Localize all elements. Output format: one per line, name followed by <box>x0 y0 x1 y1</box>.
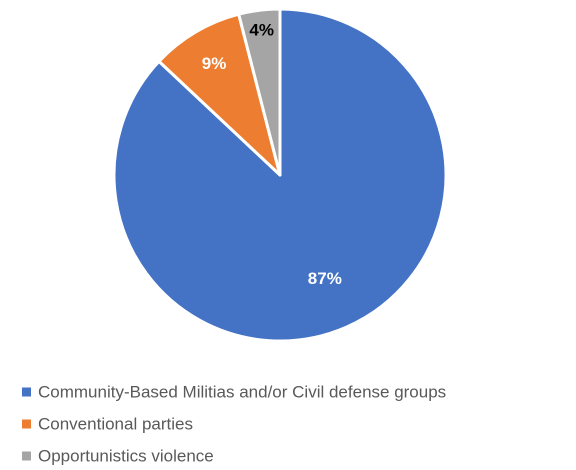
legend-swatch-2 <box>22 419 31 429</box>
legend-swatch-3 <box>22 451 31 461</box>
pie-slices <box>112 7 448 343</box>
legend-label-3: Opportunistics violence <box>38 447 214 466</box>
data-label-1: 87% <box>308 269 342 288</box>
legend-label-1: Community-Based Militias and/or Civil de… <box>38 383 446 402</box>
pie-slice-2 <box>157 12 282 177</box>
pie-slice-3 <box>237 7 282 177</box>
data-label-2: 9% <box>202 54 227 73</box>
legend-swatch-1 <box>22 387 31 397</box>
pie-data-labels: 87% 9% 4% <box>202 21 342 289</box>
data-label-3: 4% <box>249 21 274 40</box>
legend-label-2: Conventional parties <box>38 415 193 434</box>
chart-legend: Community-Based Militias and/or Civil de… <box>22 383 446 466</box>
